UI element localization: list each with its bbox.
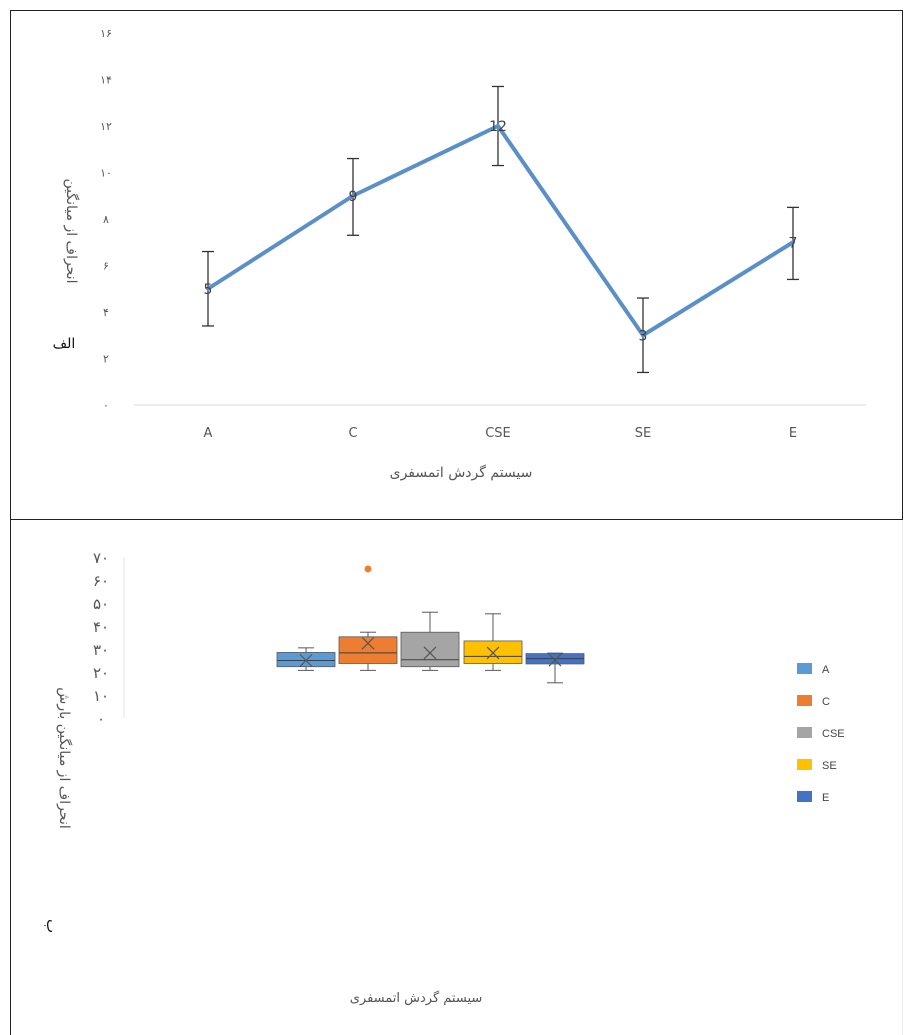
series-line — [206, 124, 795, 338]
x-tick-label: A — [204, 426, 213, 441]
y-axis-title: انحراف از میانگین بارش — [56, 687, 73, 828]
mean-marker — [361, 636, 375, 650]
legend-label: A — [822, 664, 830, 676]
mean-marker — [548, 653, 562, 667]
mean-marker — [299, 654, 313, 667]
box-chart: ۰ ۱۰ ۲۰ ۳۰ ۴۰ ۵۰ ۶۰ ۷۰ A C CSE SE E سیستم گردش اتمسفر… — [43, 549, 845, 1006]
legend-label: CSE — [822, 728, 845, 740]
legend-label: C — [822, 696, 830, 708]
data-label: 7 — [789, 235, 798, 251]
x-tick-label: C — [348, 426, 357, 441]
line-chart-panel: ۰ ۲ ۴ ۶ ۸ ۱۰ ۱۲ ۱۴ ۱۶ A C CSE SE E 5 9 12 3 7 سیستم گردش ات… — [10, 10, 903, 520]
y-tick-label: ۶ — [103, 260, 109, 273]
legend-swatch — [797, 695, 812, 706]
y-tick-label: ۱۰ — [93, 687, 109, 705]
data-label: 9 — [349, 189, 358, 205]
line-chart: ۰ ۲ ۴ ۶ ۸ ۱۰ ۱۲ ۱۴ ۱۶ A C CSE SE E 5 9 12 3 7 سیستم گردش ات… — [53, 27, 866, 481]
y-tick-label: ۶۰ — [93, 572, 109, 590]
box — [338, 636, 398, 664]
y-tick-label: ۲۰ — [93, 664, 109, 682]
panel-label: الف — [53, 336, 76, 352]
panel-label: ب — [43, 919, 61, 933]
y-tick-label: ۴۰ — [93, 618, 109, 636]
data-label: 3 — [639, 328, 648, 344]
y-tick-label: ۵۰ — [93, 595, 109, 613]
box-chart-panel: ۰ ۱۰ ۲۰ ۳۰ ۴۰ ۵۰ ۶۰ ۷۰ A C CSE SE E سیستم گردش اتمسفر… — [10, 520, 903, 1035]
box — [400, 631, 460, 668]
outlier-point — [364, 565, 372, 573]
legend-label: E — [822, 792, 829, 804]
x-tick-label: E — [789, 426, 797, 441]
y-tick-label: ۱۲ — [100, 120, 112, 133]
y-axis-title: انحراف از میانگین — [63, 179, 80, 284]
y-tick-label: ۱۰ — [100, 167, 112, 180]
y-tick-label: ۰ — [103, 399, 109, 412]
y-tick-label: ۲ — [103, 353, 109, 366]
data-label: 5 — [204, 282, 213, 298]
legend-label: SE — [822, 760, 837, 772]
y-tick-label: ۴ — [103, 306, 109, 319]
y-tick-label: ۳۰ — [93, 641, 109, 659]
legend-swatch — [797, 727, 812, 738]
data-label: 12 — [489, 119, 507, 135]
x-axis-title: سیستم گردش اتمسفری — [350, 990, 483, 1006]
y-tick-label: ۸ — [103, 213, 109, 226]
legend-swatch — [797, 663, 812, 674]
mean-marker — [486, 646, 500, 660]
x-tick-label: CSE — [485, 426, 511, 441]
legend-swatch — [797, 759, 812, 770]
y-tick-label: ۱۶ — [100, 27, 112, 40]
x-tick-label: SE — [635, 426, 651, 441]
y-tick-label: ۰ — [97, 710, 105, 728]
legend-swatch — [797, 791, 812, 802]
box — [276, 652, 336, 668]
y-tick-label: ۷۰ — [93, 549, 109, 567]
x-axis-title: سیستم گردش اتمسفری — [390, 464, 533, 481]
mean-marker — [423, 646, 437, 660]
y-tick-label: ۱۴ — [100, 74, 112, 87]
